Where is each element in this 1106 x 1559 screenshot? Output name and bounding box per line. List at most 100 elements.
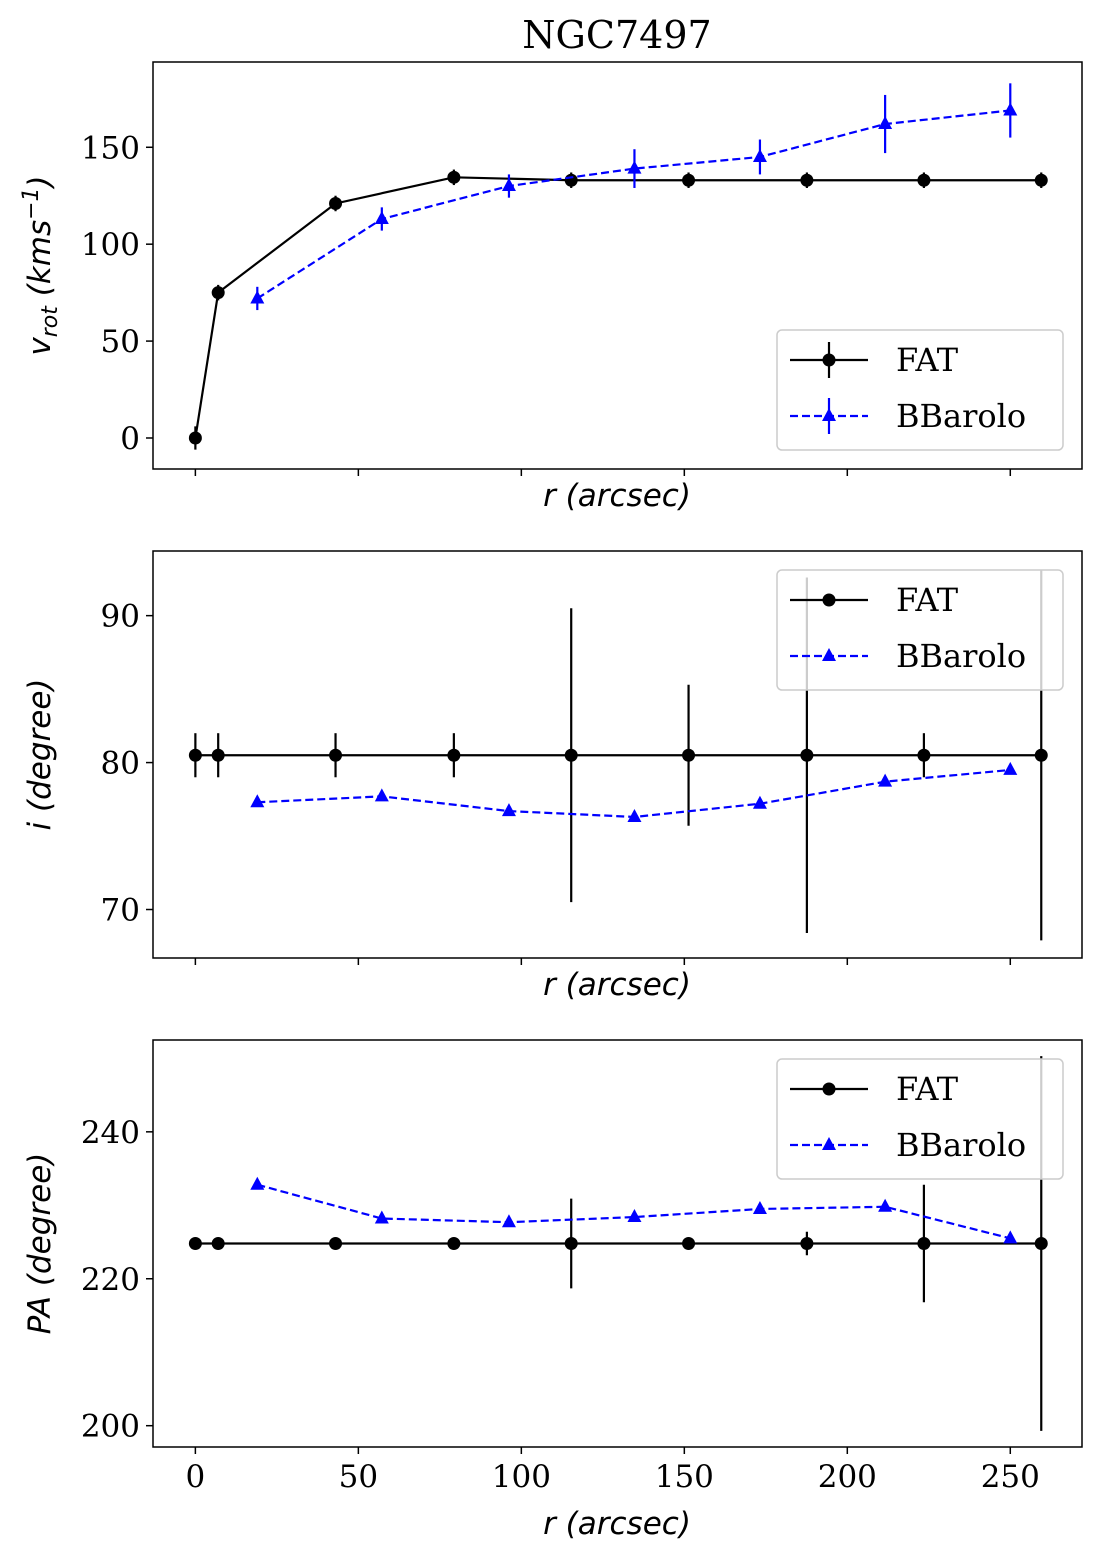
y-axis-label: i (degree) — [22, 679, 58, 831]
data-point-bbarolo — [250, 1176, 265, 1190]
data-point-fat — [800, 748, 814, 762]
y-tick-label: 80 — [101, 746, 140, 782]
data-point-fat — [564, 1237, 578, 1250]
data-point-bbarolo — [878, 116, 893, 130]
data-point-bbarolo — [501, 178, 516, 192]
y-tick-label: 200 — [81, 1409, 140, 1445]
data-point-fat — [211, 286, 225, 300]
y-label-var: PA — [22, 1296, 58, 1334]
data-point-fat — [917, 173, 931, 187]
y-axis-label: PA (degree) — [22, 1153, 58, 1335]
data-point-bbarolo — [501, 1214, 516, 1228]
y-label-unit: (degree) — [22, 1153, 58, 1296]
data-point-fat — [564, 748, 578, 762]
plot-area — [188, 1056, 1048, 1431]
panel-3: 0 50 100 150 200 250 200 220 240 r (arcsec) PA (de… — [22, 1039, 1083, 1542]
x-axis-label: r (arcsec) — [543, 1506, 691, 1542]
legend-marker — [822, 1082, 836, 1096]
x-tick-label: 100 — [492, 1459, 551, 1495]
data-point-fat — [917, 748, 931, 762]
y-label-var: i — [22, 822, 58, 831]
data-point-fat — [329, 1237, 343, 1250]
y-label-unit: (degree) — [22, 679, 58, 822]
y-tick-label: 90 — [101, 599, 140, 635]
legend-marker — [822, 408, 836, 421]
data-point-bbarolo — [1003, 761, 1018, 775]
data-point-bbarolo — [752, 1200, 767, 1214]
legend-label-fat: FAT — [896, 341, 959, 379]
data-point-bbarolo — [374, 788, 389, 802]
data-point-bbarolo — [501, 803, 516, 817]
data-point-fat — [188, 748, 202, 762]
data-point-fat — [447, 170, 461, 184]
data-point-bbarolo — [374, 1210, 389, 1224]
data-point-fat — [1034, 1237, 1048, 1250]
x-tick-label: 250 — [981, 1459, 1040, 1495]
y-label-unit: (kms — [22, 220, 58, 306]
data-point-fat — [1034, 748, 1048, 762]
data-point-fat — [800, 173, 814, 187]
data-point-bbarolo — [752, 148, 767, 162]
legend-label-bbarolo: BBarolo — [896, 1126, 1026, 1164]
data-point-fat — [800, 1237, 814, 1250]
y-tick-label: 70 — [101, 893, 140, 929]
y-axis-label: vrot (kms−1) — [19, 175, 63, 355]
plot-area — [188, 83, 1048, 450]
x-label-var: r — [543, 478, 558, 514]
data-point-bbarolo — [374, 210, 389, 224]
data-point-fat — [682, 173, 696, 187]
x-tick-label: 50 — [339, 1459, 378, 1495]
data-point-fat — [564, 173, 578, 187]
x-tick-label: 150 — [655, 1459, 714, 1495]
x-tick-label: 200 — [818, 1459, 877, 1495]
data-point-bbarolo — [627, 808, 642, 822]
x-axis-label: r (arcsec) — [543, 967, 691, 1003]
data-point-bbarolo — [1003, 1230, 1018, 1244]
y-tick-label: 0 — [120, 421, 140, 457]
legend-label-bbarolo: BBarolo — [896, 397, 1026, 435]
legend-marker — [822, 1137, 836, 1150]
legend-label-bbarolo: BBarolo — [896, 637, 1026, 675]
data-point-fat — [188, 1237, 202, 1250]
legend-label-fat: FAT — [896, 1070, 959, 1108]
y-tick-label: 150 — [81, 130, 140, 166]
series-line-bbarolo — [257, 768, 1011, 819]
data-point-fat — [329, 196, 343, 210]
panel-1: 0 50 100 150 r (arcsec) vrot (kms−1) FAT BBarol… — [19, 61, 1083, 514]
data-point-bbarolo — [878, 1198, 893, 1212]
plot-frame — [152, 61, 1083, 470]
plot-frame — [152, 550, 1083, 959]
data-point-bbarolo — [1003, 102, 1018, 116]
legend-marker — [822, 648, 836, 661]
legend: FAT BBarolo — [776, 569, 1064, 691]
legend: FAT BBarolo — [776, 329, 1064, 451]
legend-label-fat: FAT — [896, 581, 959, 619]
data-point-fat — [211, 748, 225, 762]
data-point-bbarolo — [250, 794, 265, 808]
y-label-var: v — [22, 337, 58, 356]
x-axis-label: r (arcsec) — [543, 478, 691, 514]
data-point-fat — [682, 1237, 696, 1250]
data-point-bbarolo — [627, 160, 642, 174]
data-point-bbarolo — [752, 795, 767, 809]
data-point-fat — [682, 748, 696, 762]
data-point-fat — [447, 748, 461, 762]
y-label-sub: rot — [38, 305, 63, 338]
legend-marker — [822, 353, 836, 367]
plot-frame — [152, 1039, 1083, 1448]
x-label-var: r — [543, 1506, 558, 1542]
data-point-bbarolo — [627, 1209, 642, 1223]
legend: FAT BBarolo — [776, 1058, 1064, 1180]
series-line-bbarolo — [256, 109, 1011, 300]
data-point-bbarolo — [878, 773, 893, 787]
x-tick-label: 0 — [186, 1459, 206, 1495]
data-point-fat — [329, 748, 343, 762]
x-label-unit: (arcsec) — [556, 1506, 691, 1542]
x-label-var: r — [543, 967, 558, 1003]
y-tick-label: 240 — [81, 1115, 140, 1151]
x-label-unit: (arcsec) — [556, 478, 691, 514]
data-point-fat — [211, 1237, 225, 1250]
legend-marker — [822, 593, 836, 607]
data-point-fat — [917, 1237, 931, 1250]
